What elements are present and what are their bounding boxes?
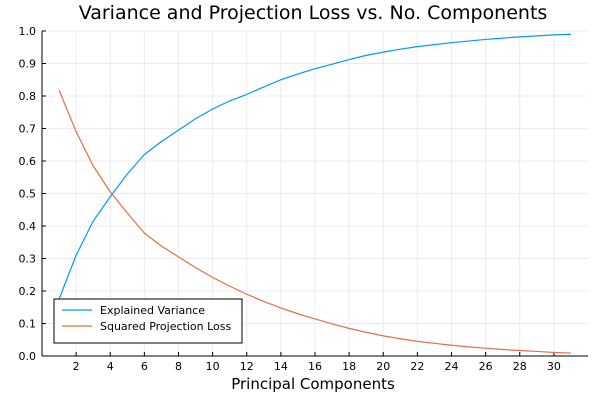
y-tick-label: 0.6 — [19, 155, 37, 168]
x-tick-label: 10 — [206, 360, 220, 373]
x-tick-label: 30 — [547, 360, 561, 373]
x-axis-label: Principal Components — [231, 375, 395, 393]
x-tick-label: 28 — [513, 360, 527, 373]
y-tick-label: 0.9 — [19, 58, 37, 71]
series-lines — [58, 33, 571, 354]
legend: Explained Variance Squared Projection Los… — [53, 298, 243, 344]
y-tick-label: 0.1 — [19, 318, 37, 331]
legend-label-2: Squared Projection Loss — [100, 320, 231, 333]
y-tick-label: 1.0 — [19, 25, 37, 38]
tick-labels: 2 4 6 8 10 12 14 16 18 20 22 24 26 28 300.00.10.20.30.… — [19, 25, 561, 373]
x-tick-label: 26 — [479, 360, 493, 373]
legend-label-1: Explained Variance — [100, 304, 205, 317]
x-tick-label: 2 — [73, 360, 80, 373]
grid — [42, 30, 588, 357]
x-tick-label: 12 — [240, 360, 254, 373]
chart-title: Variance and Projection Loss vs. No. Com… — [79, 2, 548, 24]
x-tick-label: 8 — [175, 360, 182, 373]
series-line-1 — [58, 33, 571, 300]
y-tick-label: 0.3 — [19, 253, 37, 266]
y-tick-label: 0.8 — [19, 90, 37, 103]
y-tick-label: 0.5 — [19, 188, 37, 201]
x-tick-label: 16 — [308, 360, 322, 373]
x-tick-label: 20 — [376, 360, 390, 373]
legend-box — [53, 298, 243, 344]
y-tick-label: 0.7 — [19, 123, 37, 136]
x-tick-label: 4 — [107, 360, 114, 373]
y-tick-label: 0.2 — [19, 285, 37, 298]
x-tick-label: 14 — [274, 360, 288, 373]
axes — [41, 30, 588, 357]
x-tick-label: 22 — [410, 360, 424, 373]
series-line-2 — [58, 89, 571, 354]
y-tick-label: 0.0 — [19, 350, 37, 363]
y-tick-label: 0.4 — [19, 220, 37, 233]
x-tick-label: 18 — [342, 360, 356, 373]
x-tick-label: 24 — [445, 360, 459, 373]
x-tick-label: 6 — [141, 360, 148, 373]
